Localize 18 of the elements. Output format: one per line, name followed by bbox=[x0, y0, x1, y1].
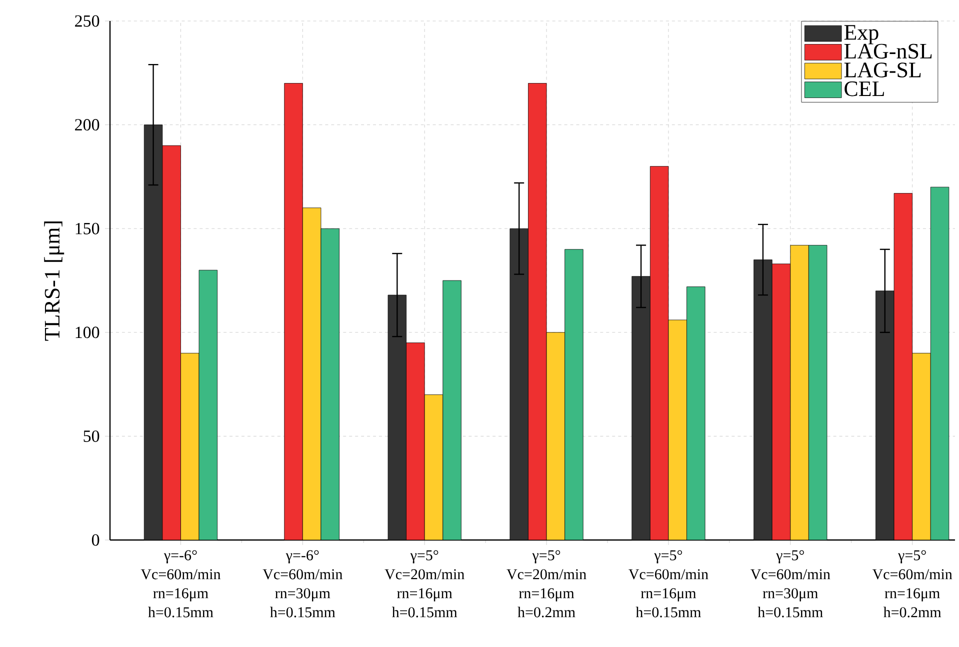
x-tick-label: γ=5° Vc=20m/min rn=16μm h=0.15mm bbox=[384, 550, 464, 618]
x-tick-label: γ=-6° Vc=60m/min rn=30μm h=0.15mm bbox=[262, 550, 342, 618]
y-tick-label: 0 bbox=[92, 534, 100, 546]
y-axis-title: TLRS-1 [μm] bbox=[44, 222, 64, 341]
x-tick-label: γ=-6° Vc=60m/min rn=16μm h=0.15mm bbox=[140, 550, 221, 618]
y-tick-label: 100 bbox=[76, 326, 100, 338]
y-tick-label: 250 bbox=[75, 15, 100, 27]
legend-label: CEL bbox=[844, 81, 884, 96]
y-tick-label: 50 bbox=[84, 430, 100, 442]
x-tick-label: γ=5° Vc=60m/min rn=16μm h=0.15mm bbox=[628, 550, 708, 618]
y-tick-label: 200 bbox=[75, 119, 100, 131]
x-tick-label: γ=5° Vc=20m/min rn=16μm h=0.2mm bbox=[506, 550, 586, 618]
x-tick-label: γ=5° Vc=60m/min rn=30μm h=0.15mm bbox=[750, 550, 830, 618]
legend-label: LAG-SL bbox=[844, 62, 921, 78]
x-tick-label: γ=5° Vc=60m/min rn=16μm h=0.2mm bbox=[872, 550, 952, 618]
y-tick-label: 150 bbox=[76, 222, 100, 234]
legend-label: Exp bbox=[844, 25, 878, 44]
legend-label: LAG-nSL bbox=[844, 44, 932, 59]
